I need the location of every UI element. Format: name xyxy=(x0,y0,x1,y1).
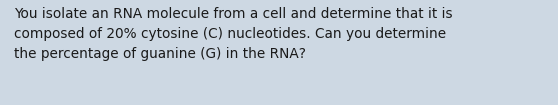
Text: You isolate an RNA molecule from a cell and determine that it is
composed of 20%: You isolate an RNA molecule from a cell … xyxy=(14,7,453,61)
